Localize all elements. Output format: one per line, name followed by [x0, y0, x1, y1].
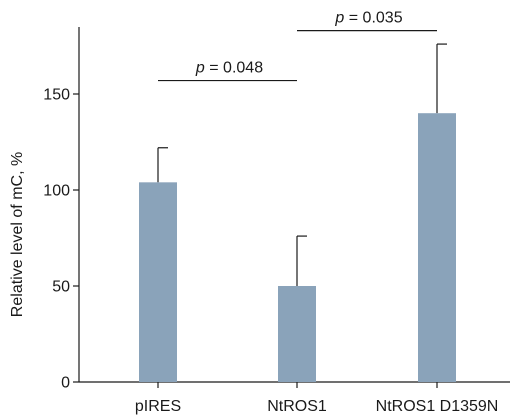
p-value-label: p = 0.035	[334, 10, 402, 27]
category-label: NtROS1 D1359N	[376, 398, 499, 415]
y-tick-label: 100	[43, 183, 70, 200]
category-label: pIRES	[135, 398, 181, 415]
bar	[139, 182, 177, 382]
y-axis-title: Relative level of mC, %	[9, 152, 26, 317]
y-tick-label: 150	[43, 87, 70, 104]
p-value-label: p = 0.048	[195, 60, 263, 77]
bar	[278, 286, 316, 382]
bar	[418, 113, 456, 382]
y-tick-label: 50	[52, 279, 70, 296]
y-tick-label: 0	[61, 375, 70, 392]
category-label: NtROS1	[267, 398, 327, 415]
